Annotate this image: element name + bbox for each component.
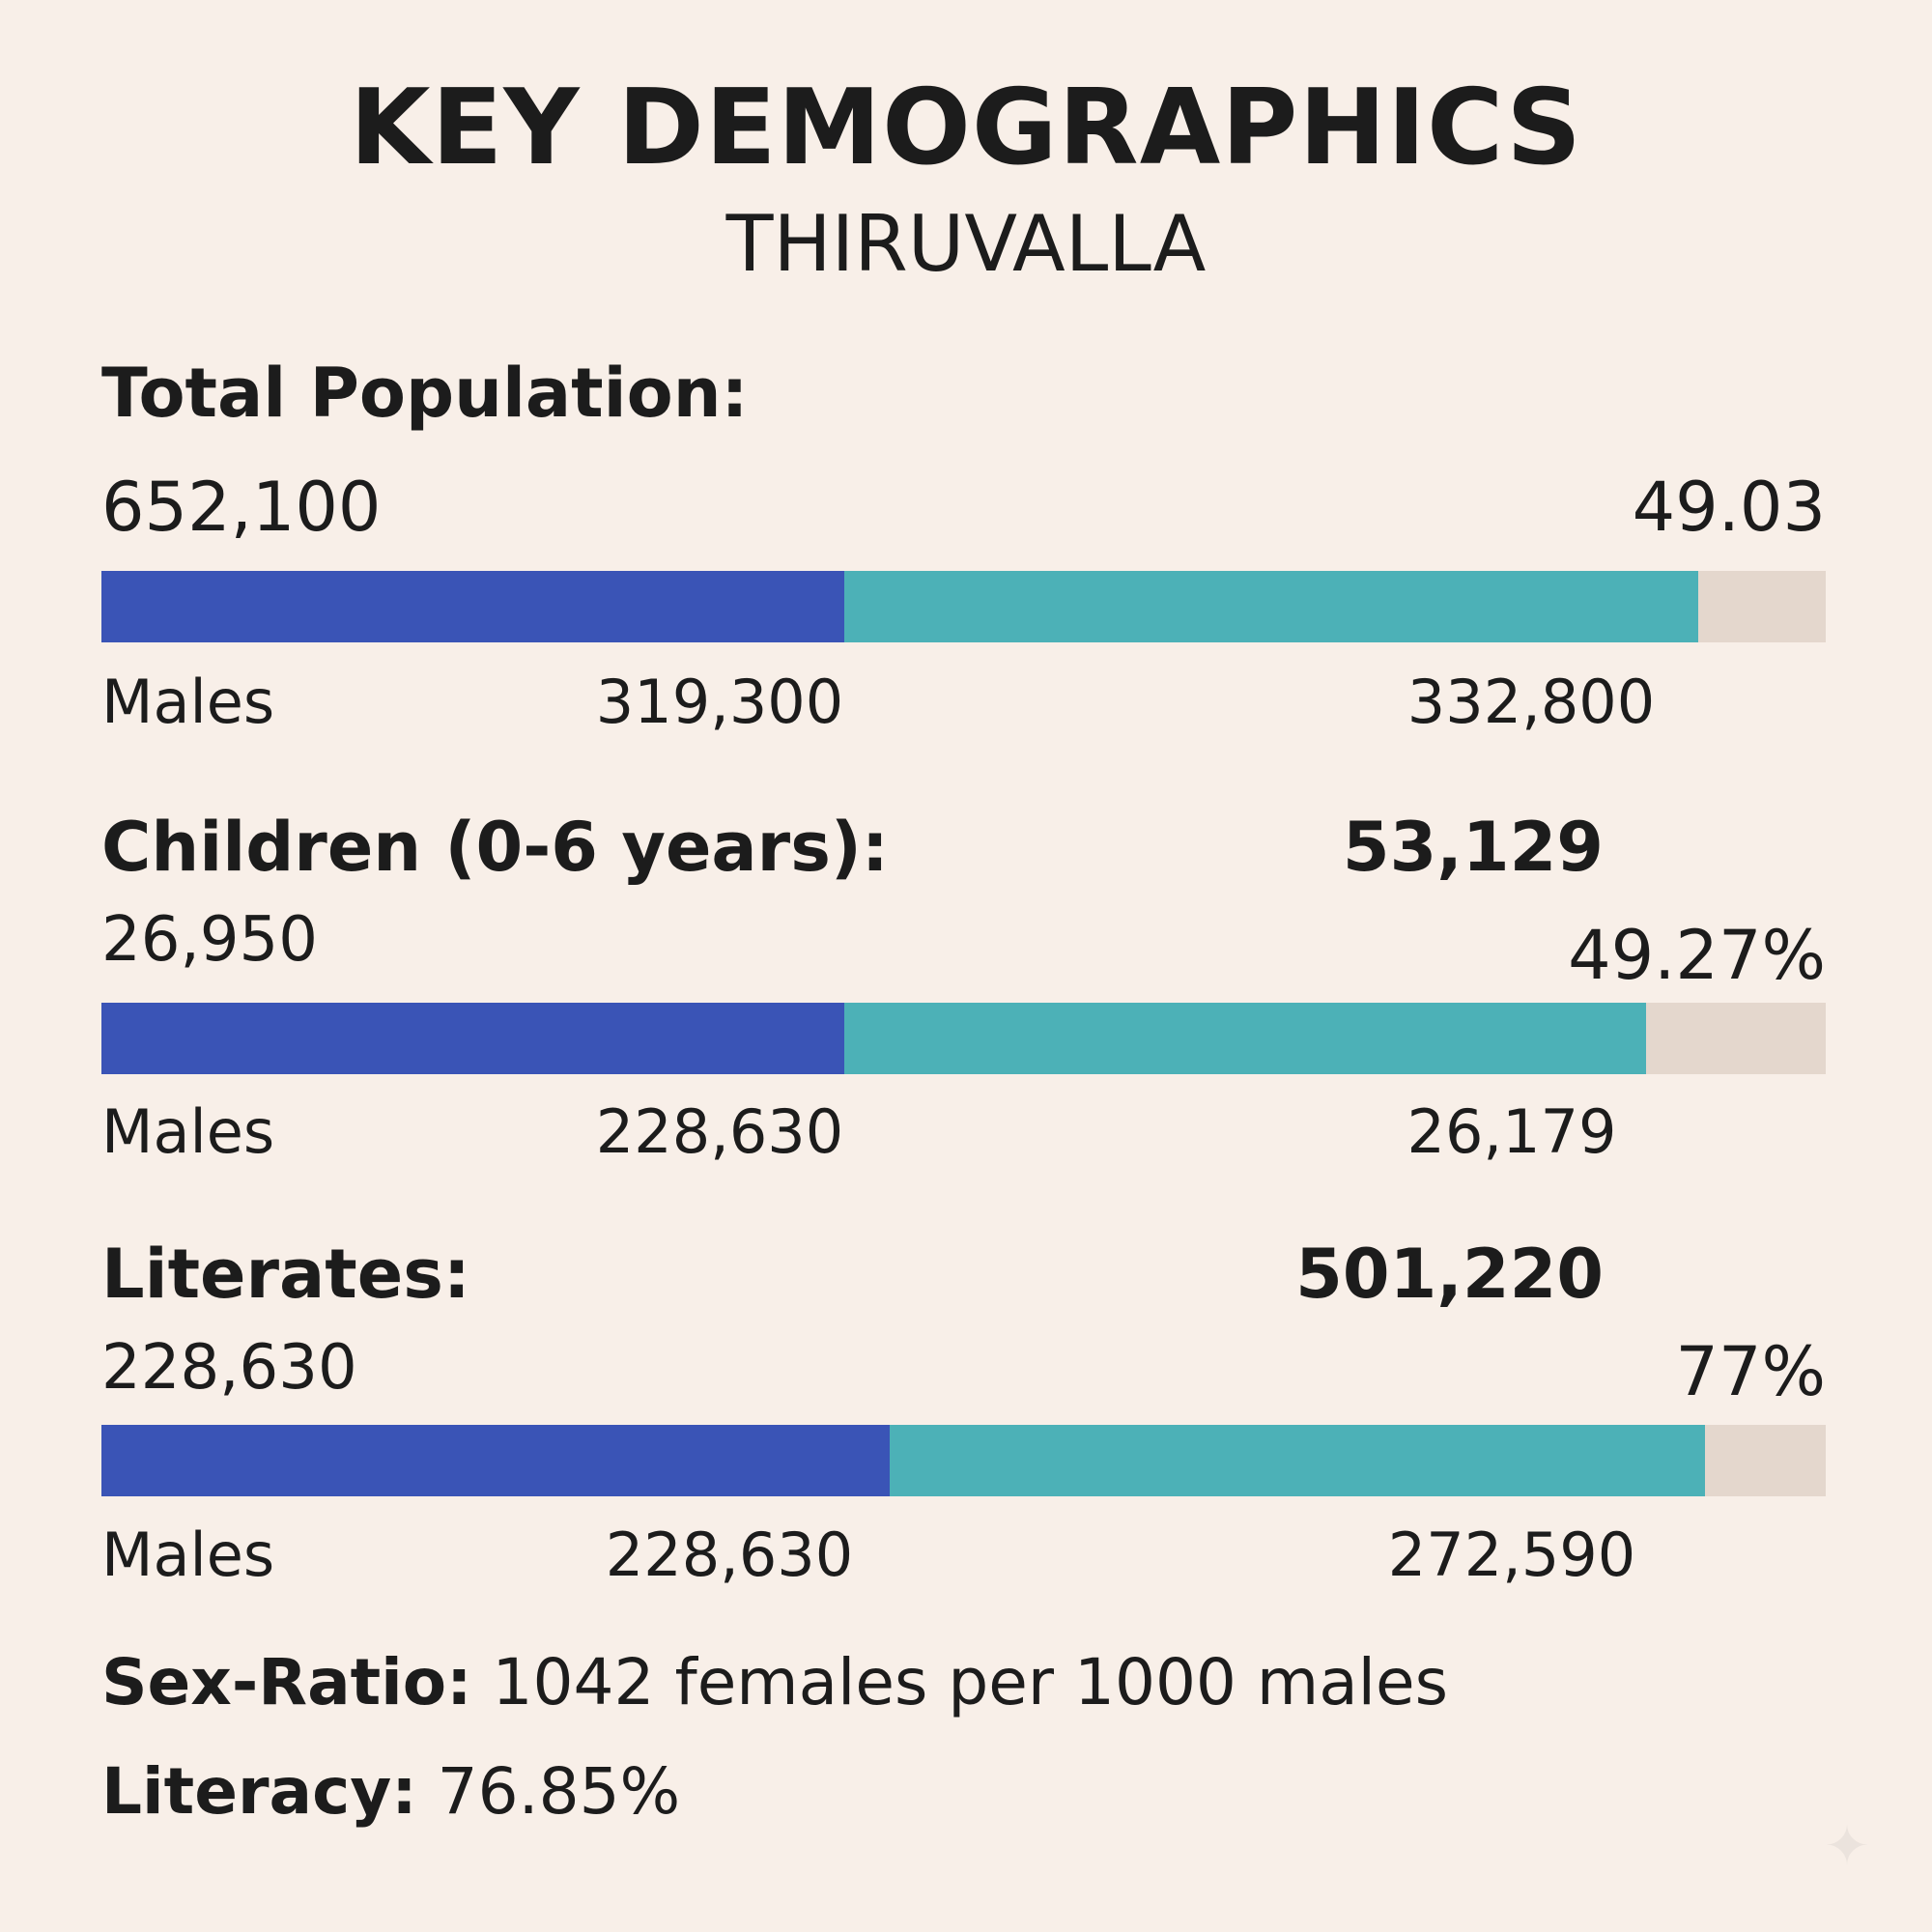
page-subtitle: THIRUVALLA (725, 199, 1207, 289)
literates-count-value: 228,630 (101, 1332, 357, 1404)
males-value-total-population: 319,300 (595, 667, 844, 737)
literacy-label: Literacy: (101, 1754, 417, 1829)
literacy-value: 76.85% (437, 1754, 681, 1829)
bar-track-children (101, 1003, 1826, 1074)
section-label-total-population: Total Population: (101, 354, 749, 433)
sex-ratio-label: Sex-Ratio: (101, 1645, 472, 1719)
bar-track-total-population (101, 571, 1826, 642)
row-label-males: Males (101, 667, 275, 737)
section-label-literates: Literates: (101, 1235, 470, 1314)
literates-percent: 77% (1675, 1332, 1826, 1411)
total-population-value: 652,100 (101, 468, 382, 547)
bar-segment-males-literates (101, 1425, 890, 1496)
section-label-children: Children (0-6 years): (101, 808, 889, 887)
sparkle-icon: ✦ (1824, 1815, 1870, 1878)
bar-track-literates (101, 1425, 1826, 1496)
bar-segment-males-total-population (101, 571, 845, 642)
literacy-line: Literacy: 76.85% (101, 1753, 680, 1830)
children-percent: 49.27% (1568, 916, 1826, 995)
row-label-males: Males (101, 1520, 275, 1590)
males-value-children: 228,630 (595, 1096, 844, 1167)
bar-segment-females-children (844, 1003, 1647, 1074)
males-value-literates: 228,630 (605, 1520, 854, 1590)
children-total-value: 53,129 (1342, 808, 1604, 887)
bar-segment-females-total-population (844, 571, 1698, 642)
page-title: KEY DEMOGRAPHICS (349, 68, 1583, 188)
literates-total-value: 501,220 (1295, 1235, 1604, 1314)
total-population-percent: 49.03 (1632, 468, 1826, 547)
females-value-children: 26,179 (1406, 1096, 1617, 1167)
children-count-value: 26,950 (101, 904, 318, 976)
bar-segment-females-literates (889, 1425, 1706, 1496)
females-value-literates: 272,590 (1387, 1520, 1636, 1590)
row-label-males: Males (101, 1096, 275, 1167)
sex-ratio-line: Sex-Ratio: 1042 females per 1000 males (101, 1644, 1448, 1720)
bar-segment-males-children (101, 1003, 845, 1074)
sex-ratio-value: 1042 females per 1000 males (492, 1645, 1448, 1719)
females-value-total-population: 332,800 (1406, 667, 1656, 737)
